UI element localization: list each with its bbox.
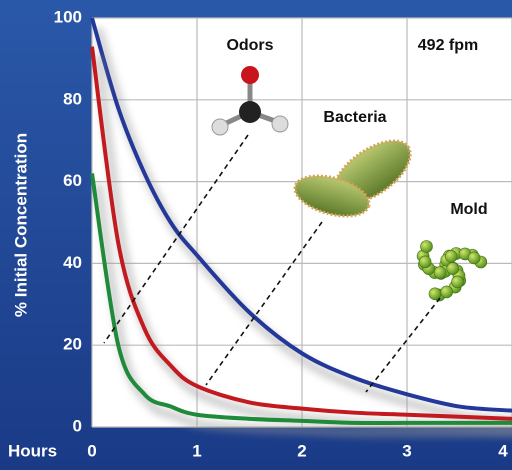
mold-spore bbox=[434, 267, 446, 279]
mold-spore bbox=[468, 252, 480, 264]
y-axis-label: % Initial Concentration bbox=[11, 133, 30, 317]
mold-spore bbox=[452, 276, 464, 288]
page: {"chart_data": {"type": "line", "ylabel"… bbox=[0, 0, 512, 470]
y-tick-label: 20 bbox=[63, 335, 82, 354]
y-tick-label: 0 bbox=[73, 416, 82, 435]
series-label: Mold bbox=[450, 201, 487, 218]
y-tick-label: 40 bbox=[63, 253, 82, 272]
series-label: Bacteria bbox=[323, 109, 386, 126]
x-tick-label: 3 bbox=[402, 441, 411, 460]
series-label: Odors bbox=[226, 37, 273, 54]
x-tick-label: 0 bbox=[87, 441, 96, 460]
y-tick-label: 60 bbox=[63, 171, 82, 190]
annotation: 492 fpm bbox=[418, 37, 478, 54]
chart: 492 fpm % Initial Concentration Hours 0 2… bbox=[0, 0, 512, 470]
y-tick-label: 100 bbox=[54, 7, 82, 26]
y-tick-label: 80 bbox=[63, 89, 82, 108]
mold-spore bbox=[441, 286, 453, 298]
x-tick-label: 4 bbox=[498, 441, 508, 460]
mold-spore bbox=[419, 256, 431, 268]
x-tick-label: 2 bbox=[297, 441, 306, 460]
x-axis-label: Hours bbox=[8, 441, 57, 460]
mold-spore bbox=[447, 263, 459, 275]
mold-spore bbox=[420, 240, 432, 252]
mold-spore bbox=[445, 250, 457, 262]
x-tick-label: 1 bbox=[192, 441, 201, 460]
